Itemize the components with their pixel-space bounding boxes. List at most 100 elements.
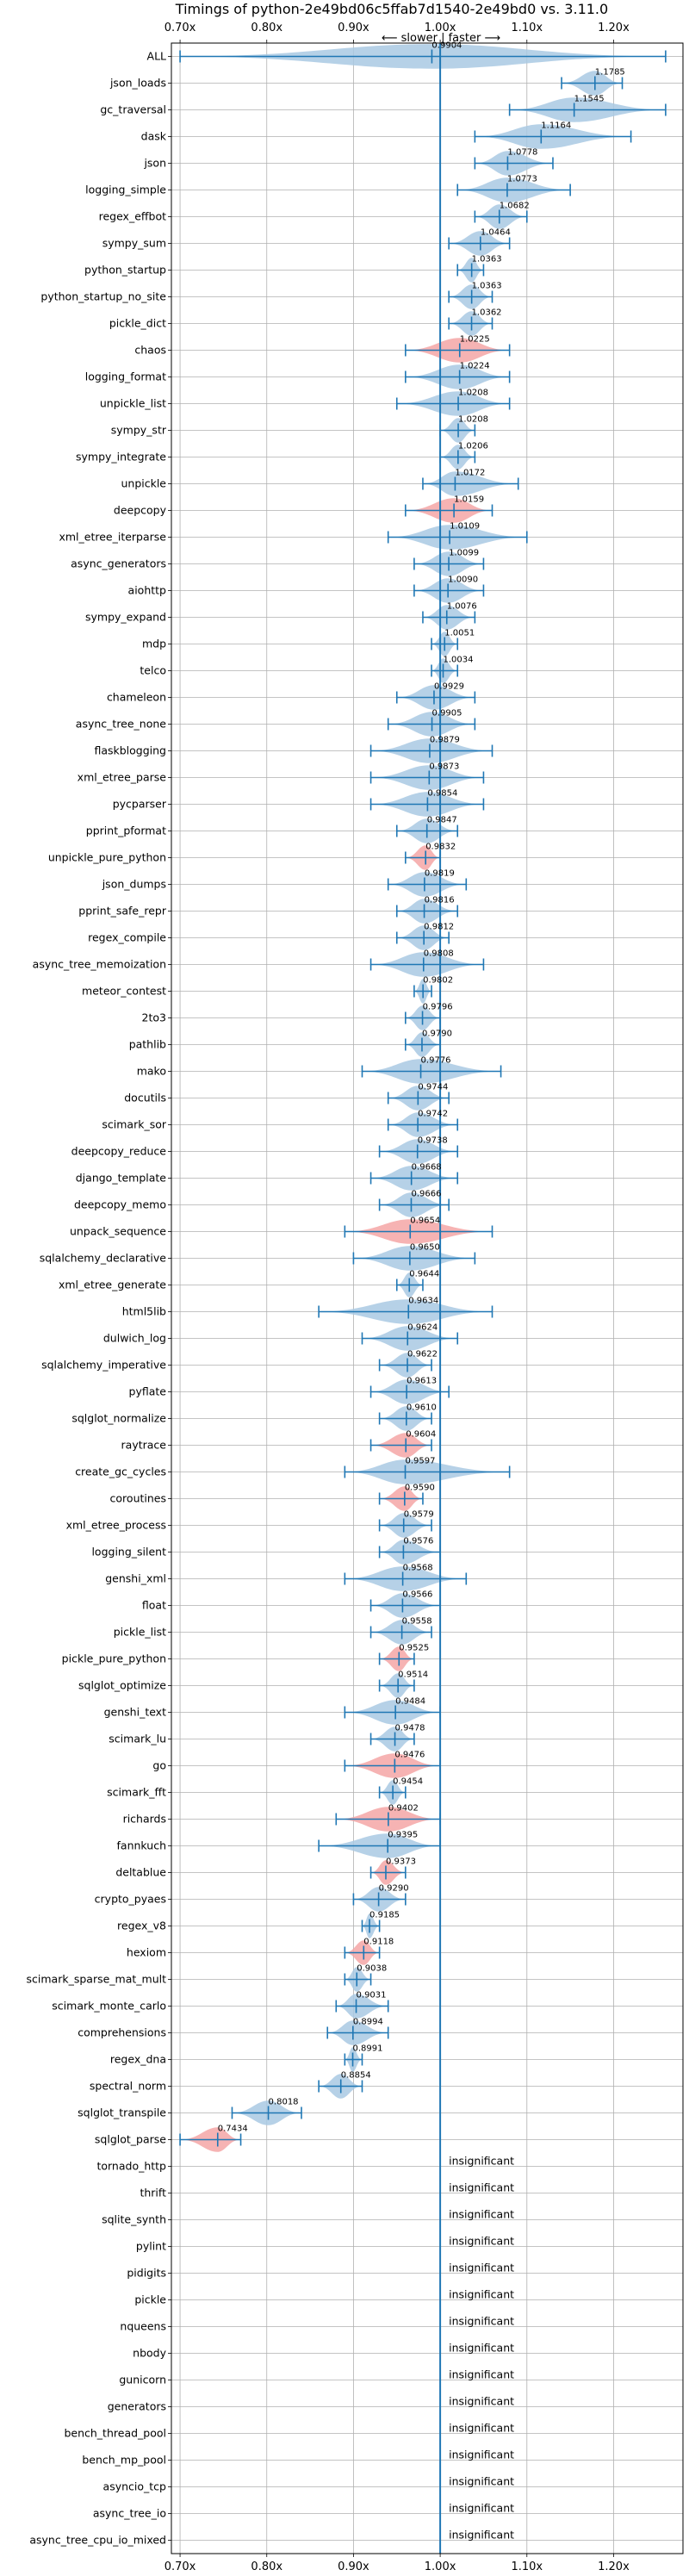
insignificant-label: insignificant	[449, 2529, 514, 2542]
benchmark-label: regex_dna	[110, 2053, 166, 2066]
x-tick-label-bottom: 1.00x	[425, 2560, 456, 2573]
benchmark-label: docutils	[124, 1092, 166, 1104]
value-label: 1.1545	[574, 95, 605, 104]
value-label: 1.0778	[507, 148, 537, 158]
benchmark-label: regex_effbot	[99, 210, 166, 223]
benchmark-label: gc_traversal	[100, 103, 166, 116]
benchmark-label: asyncio_tcp	[103, 2480, 167, 2493]
benchmark-label: tornado_http	[96, 2160, 166, 2173]
x-tick-label-bottom: 1.10x	[511, 2560, 543, 2573]
benchmark-label: python_startup_no_site	[40, 290, 166, 303]
benchmark-label: 2to3	[142, 1011, 166, 1024]
value-label: 0.9597	[406, 1457, 436, 1466]
x-ticks-top: 0.70x 0.80x 0.90x 1.00x 1.10x 1.20x	[164, 22, 630, 43]
benchmark-label: richards	[123, 1813, 166, 1826]
value-label: 0.9650	[410, 1243, 440, 1253]
benchmark-label: crypto_pyaes	[95, 1893, 166, 1906]
value-label: 0.9373	[386, 1857, 416, 1867]
x-ticks-bottom: 0.70x 0.80x 0.90x 1.00x 1.10x 1.20x	[164, 2554, 630, 2573]
value-label: 0.9654	[410, 1216, 440, 1226]
x-tick-label-bottom: 1.20x	[598, 2560, 630, 2573]
benchmark-label: pyflate	[129, 1385, 167, 1398]
plot-frame	[171, 42, 684, 2554]
value-label: 0.9568	[403, 1564, 433, 1573]
benchmark-label: pprint_safe_repr	[78, 905, 167, 918]
value-label: 1.0090	[448, 576, 478, 585]
value-label: 0.9590	[405, 1484, 435, 1493]
benchmark-label: bench_thread_pool	[64, 2427, 166, 2440]
value-label: 0.9847	[427, 816, 457, 825]
insignificant-label: insignificant	[449, 2262, 514, 2274]
value-label: 0.9738	[418, 1136, 448, 1146]
benchmark-label: genshi_xml	[105, 1572, 166, 1585]
x-tick-label-top: 1.20x	[598, 22, 630, 34]
value-label: 0.9576	[403, 1537, 433, 1546]
benchmark-label: comprehensions	[78, 2026, 166, 2039]
benchmark-label: sqlalchemy_imperative	[41, 1359, 166, 1372]
benchmark-label: sqlalchemy_declarative	[40, 1252, 167, 1265]
value-label: 1.1785	[595, 68, 625, 78]
value-label: 0.9796	[423, 1003, 453, 1012]
value-label: 0.9929	[434, 682, 464, 692]
value-label: 0.9832	[425, 843, 456, 852]
benchmark-label: gunicorn	[119, 2374, 166, 2386]
value-label: 0.9478	[395, 1724, 425, 1733]
value-label: 0.9185	[369, 1911, 400, 1920]
value-label: 1.0109	[450, 522, 480, 532]
benchmark-label: chaos	[134, 344, 166, 357]
benchmark-label: html5lib	[122, 1305, 166, 1318]
value-label: 1.0363	[472, 282, 502, 291]
value-label: 0.9476	[394, 1751, 425, 1760]
value-label: 1.0172	[455, 469, 485, 478]
benchmark-label: bench_mp_pool	[82, 2454, 166, 2467]
direction-label: ⟵ slower | faster ⟶	[382, 32, 500, 45]
insignificant-label: insignificant	[449, 2315, 514, 2328]
benchmark-label: logging_silent	[91, 1546, 166, 1559]
benchmark-label: pathlib	[129, 1038, 166, 1051]
benchmark-label: generators	[108, 2400, 166, 2413]
benchmark-label: sqlglot_parse	[95, 2133, 166, 2146]
benchmark-label: async_tree_cpu_io_mixed	[29, 2534, 166, 2547]
value-label: 0.9613	[407, 1377, 437, 1386]
value-label: 0.9812	[424, 923, 454, 932]
insignificant-label: insignificant	[449, 2342, 514, 2355]
benchmark-label: telco	[140, 664, 166, 677]
benchmark-label: fannkuch	[117, 1839, 166, 1852]
value-label: 0.8991	[353, 2044, 383, 2054]
benchmark-label: sqlglot_transpile	[78, 2106, 166, 2119]
value-label: 0.8994	[353, 2018, 383, 2027]
benchmark-label: deepcopy	[114, 504, 167, 517]
value-label: 0.9622	[407, 1350, 438, 1360]
value-label: 0.9290	[379, 1884, 409, 1894]
benchmark-label: float	[142, 1599, 166, 1612]
benchmark-label: mdp	[142, 638, 166, 650]
benchmark-label: scimark_sor	[102, 1118, 166, 1131]
benchmark-label: dulwich_log	[103, 1332, 166, 1345]
benchmark-label: nbody	[133, 2347, 166, 2360]
benchmark-label: pidigits	[127, 2267, 166, 2280]
value-label: 0.9514	[398, 1671, 428, 1680]
value-label: 0.8854	[341, 2071, 371, 2081]
benchmark-label: flaskblogging	[94, 744, 166, 757]
value-label: 1.0159	[454, 495, 484, 505]
benchmark-label: logging_format	[85, 370, 166, 383]
benchmark-label: thrift	[140, 2187, 166, 2200]
benchmark-label: async_generators	[71, 557, 166, 570]
benchmark-label: scimark_sparse_mat_mult	[27, 1973, 167, 1986]
insignificant-label: insignificant	[449, 2208, 514, 2221]
value-label: 1.0051	[444, 629, 475, 638]
value-label: 0.9873	[429, 762, 459, 772]
insignificant-label: insignificant	[449, 2422, 514, 2435]
value-label: 0.9854	[427, 789, 457, 799]
x-tick-label-top: 1.10x	[511, 22, 543, 34]
value-label: 1.0363	[472, 255, 502, 264]
benchmark-label: scimark_lu	[109, 1733, 166, 1745]
insignificant-label: insignificant	[449, 2368, 514, 2381]
value-label: 0.9610	[407, 1403, 437, 1413]
value-label: 1.0464	[481, 228, 511, 238]
value-label: 0.9905	[432, 709, 462, 719]
insignificant-label: insignificant	[449, 2155, 514, 2168]
x-tick-label-top: 0.80x	[251, 22, 282, 34]
